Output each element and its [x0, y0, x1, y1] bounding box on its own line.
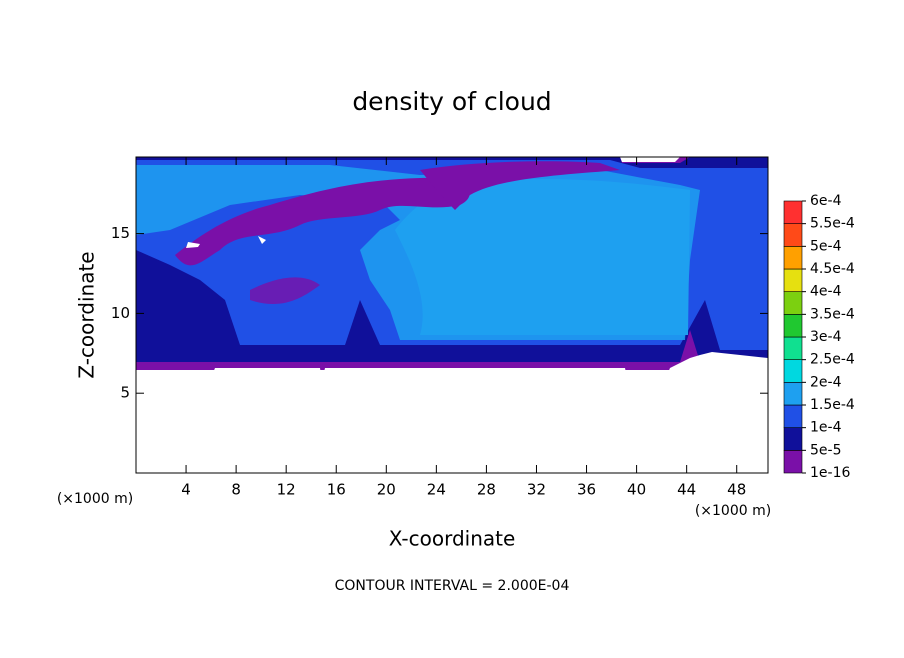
contour-field [136, 157, 768, 473]
colorbar-box [783, 200, 803, 224]
chart-title: density of cloud [352, 87, 551, 116]
colorbar-label: 2.5e-4 [810, 352, 855, 368]
footer-note: CONTOUR INTERVAL = 2.000E-04 [335, 578, 570, 594]
colorbar-label: 5.5e-4 [810, 216, 855, 232]
x-tick-label: 4 [181, 481, 191, 499]
x-tick-label: 20 [377, 481, 396, 499]
x-tick-label: 36 [577, 481, 596, 499]
plot-frame [135, 156, 769, 474]
colorbar-label: 2e-4 [810, 374, 842, 390]
colorbar-label: 1e-16 [810, 465, 850, 481]
x-unit-label: (×1000 m) [695, 503, 771, 519]
colorbar-label: 1e-4 [810, 420, 842, 436]
colorbar-box [783, 382, 803, 406]
colorbar-label: 3.5e-4 [810, 306, 855, 322]
x-tick-label: 40 [627, 481, 646, 499]
colorbar-box [783, 427, 803, 451]
y-axis-label: Z-coordinate [75, 251, 99, 378]
colorbar-label: 6e-4 [810, 193, 842, 209]
x-tick-label: 28 [477, 481, 496, 499]
colorbar-label: 3e-4 [810, 329, 842, 345]
colorbar-box [783, 359, 803, 383]
x-tick-label: 48 [727, 481, 746, 499]
colorbar-label: 5e-5 [810, 442, 841, 458]
x-tick-label: 8 [231, 481, 241, 499]
colorbar-box [783, 314, 803, 338]
colorbar-label: 4e-4 [810, 284, 842, 300]
colorbar-box [783, 291, 803, 315]
y-tick-label: 15 [111, 224, 130, 242]
x-tick-label: 44 [677, 481, 696, 499]
x-unit-label: (×1000 m) [57, 491, 133, 507]
colorbar-label: 5e-4 [810, 238, 842, 254]
colorbar-box [783, 268, 803, 292]
colorbar-label: 1.5e-4 [810, 397, 855, 413]
y-tick-label: 5 [120, 384, 130, 402]
x-tick-label: 32 [527, 481, 546, 499]
x-tick-label: 12 [277, 481, 296, 499]
colorbar-label: 4.5e-4 [810, 261, 855, 277]
colorbar-box [783, 223, 803, 247]
x-tick-label: 16 [327, 481, 346, 499]
x-tick-label: 24 [427, 481, 446, 499]
x-axis-label: X-coordinate [389, 527, 516, 551]
colorbar-box [783, 246, 803, 270]
y-tick-label: 10 [111, 304, 130, 322]
colorbar-box [783, 336, 803, 360]
colorbar-box [783, 404, 803, 428]
colorbar-box [783, 450, 803, 474]
